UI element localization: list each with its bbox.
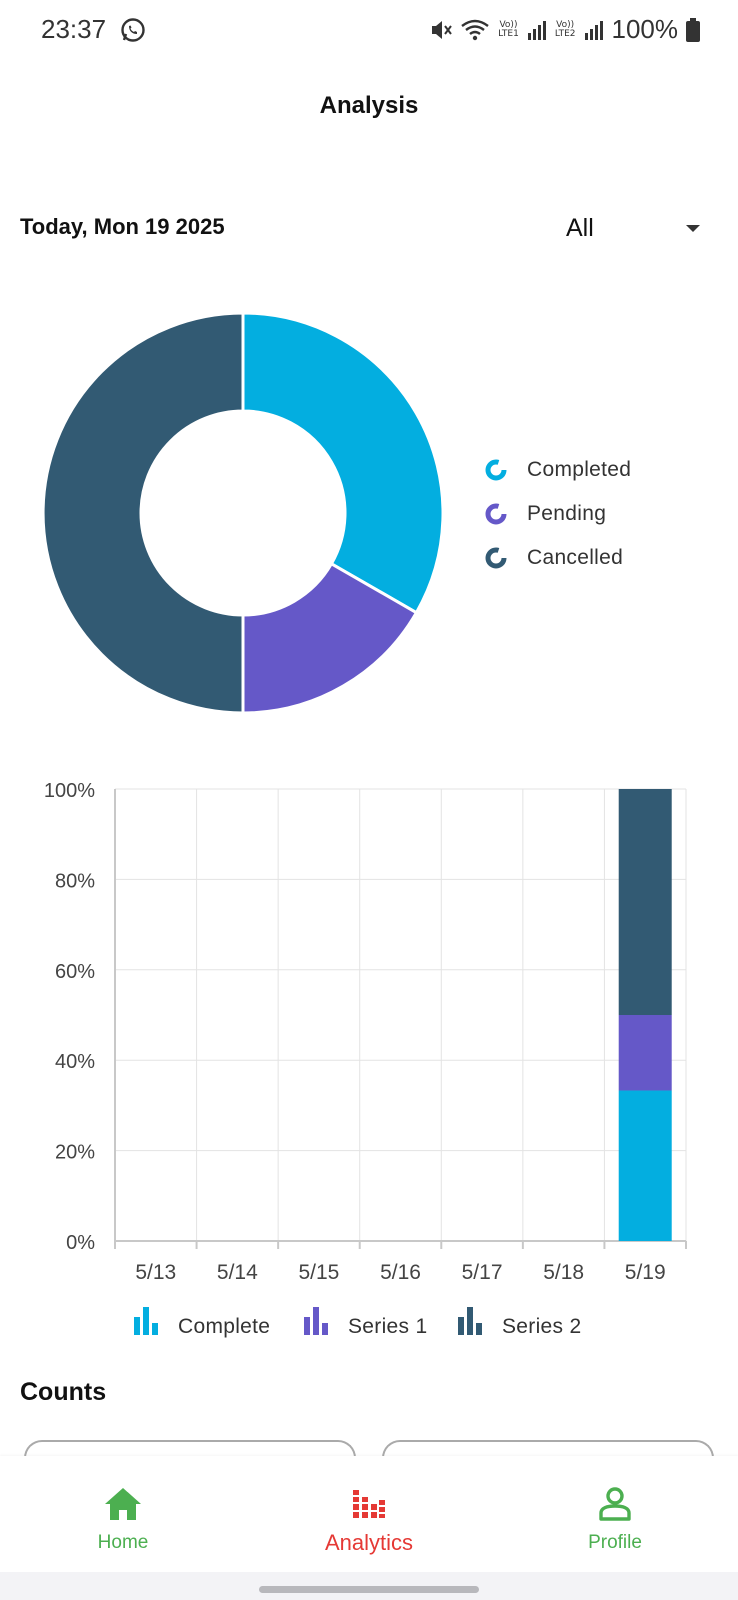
- mute-icon: [432, 20, 452, 39]
- bar-segment[interactable]: [618, 789, 672, 1015]
- gesture-bar: [0, 1572, 738, 1600]
- bar-chart-svg: 0% 20% 40% 60% 80% 100% 5/13 5/14 5/15 5/16 5/17 5/…: [44, 780, 687, 1338]
- signal-icon: [584, 20, 603, 40]
- bar-legend-label: Series 2: [502, 1315, 581, 1338]
- count-card[interactable]: [24, 1440, 356, 1470]
- page-title: Analysis: [319, 92, 419, 119]
- donut-legend: Completed Pending Cancelled: [484, 440, 631, 587]
- status-time: 23:37: [41, 14, 107, 44]
- nav-profile[interactable]: Profile: [492, 1456, 738, 1572]
- donut-chart-svg: [41, 311, 445, 715]
- x-tick-label: 5/15: [298, 1261, 339, 1284]
- y-tick-label: 40%: [55, 1051, 95, 1073]
- nav-analytics[interactable]: Analytics: [246, 1456, 492, 1572]
- counts-title: Counts: [20, 1378, 107, 1406]
- x-tick-label: 5/14: [217, 1261, 258, 1284]
- legend-item-cancelled: Cancelled: [484, 528, 631, 587]
- donut-legend-icon: [485, 547, 507, 568]
- battery-icon: [686, 17, 700, 42]
- donut-legend-icon: [485, 459, 507, 480]
- bar-legend-item: Series 1: [304, 1307, 427, 1338]
- x-tick-label: 5/19: [625, 1261, 666, 1284]
- wifi-icon: [461, 19, 489, 40]
- date-label: Today, Mon 19 2025: [20, 214, 225, 239]
- legend-item-pending: Pending: [484, 484, 631, 543]
- donut-slice-cancelled[interactable]: [41, 311, 245, 715]
- y-tick-label: 20%: [55, 1142, 95, 1164]
- bar-legend-item: Series 2: [458, 1307, 581, 1338]
- gesture-handle[interactable]: [259, 1586, 479, 1593]
- y-tick-label: 0%: [66, 1232, 95, 1254]
- caret-down-icon: [686, 224, 700, 232]
- legend-item-completed: Completed: [484, 440, 631, 499]
- count-card[interactable]: [382, 1440, 714, 1470]
- donut-chart: [38, 308, 448, 718]
- bottom-nav: Home Analytics: [0, 1456, 738, 1572]
- donut-slice-completed[interactable]: [241, 311, 445, 615]
- profile-icon: [599, 1487, 631, 1521]
- donut-legend-icon: [485, 503, 507, 524]
- stacked-bar-chart: 0% 20% 40% 60% 80% 100% 5/13 5/14 5/15 5/16 5/17 5/…: [0, 770, 738, 1360]
- y-tick-label: 80%: [55, 870, 95, 892]
- bar-legend-item: Complete: [134, 1307, 270, 1338]
- x-tick-label: 5/18: [543, 1261, 584, 1284]
- analytics-icon: [353, 1490, 385, 1518]
- whatsapp-icon: [121, 18, 145, 42]
- filter-selected-value: All: [566, 213, 594, 242]
- donut-slice-pending[interactable]: [241, 561, 419, 715]
- sim1-label: Vo)) LTE1: [498, 19, 519, 39]
- home-icon: [105, 1488, 141, 1520]
- nav-home[interactable]: Home: [0, 1456, 246, 1572]
- bar-legend-label: Series 1: [348, 1315, 427, 1338]
- x-tick-label: 5/13: [135, 1261, 176, 1284]
- status-icons: Vo)) LTE1 Vo)) LTE2 100%: [430, 14, 700, 45]
- sim2-label: Vo)) LTE2: [554, 19, 576, 39]
- y-tick-label: 60%: [55, 961, 95, 983]
- filter-dropdown[interactable]: All: [566, 208, 706, 248]
- signal-icon: [527, 20, 546, 40]
- bar-segment[interactable]: [618, 1090, 672, 1241]
- y-tick-label: 100%: [44, 780, 95, 802]
- status-bar: 23:37 Vo)) LTE1 Vo)) LTE2: [0, 0, 738, 60]
- bar-segment[interactable]: [618, 1015, 672, 1091]
- battery-percent: 100%: [611, 14, 679, 44]
- x-tick-label: 5/17: [462, 1261, 503, 1284]
- bar-legend-label: Complete: [178, 1315, 270, 1338]
- x-tick-label: 5/16: [380, 1261, 421, 1284]
